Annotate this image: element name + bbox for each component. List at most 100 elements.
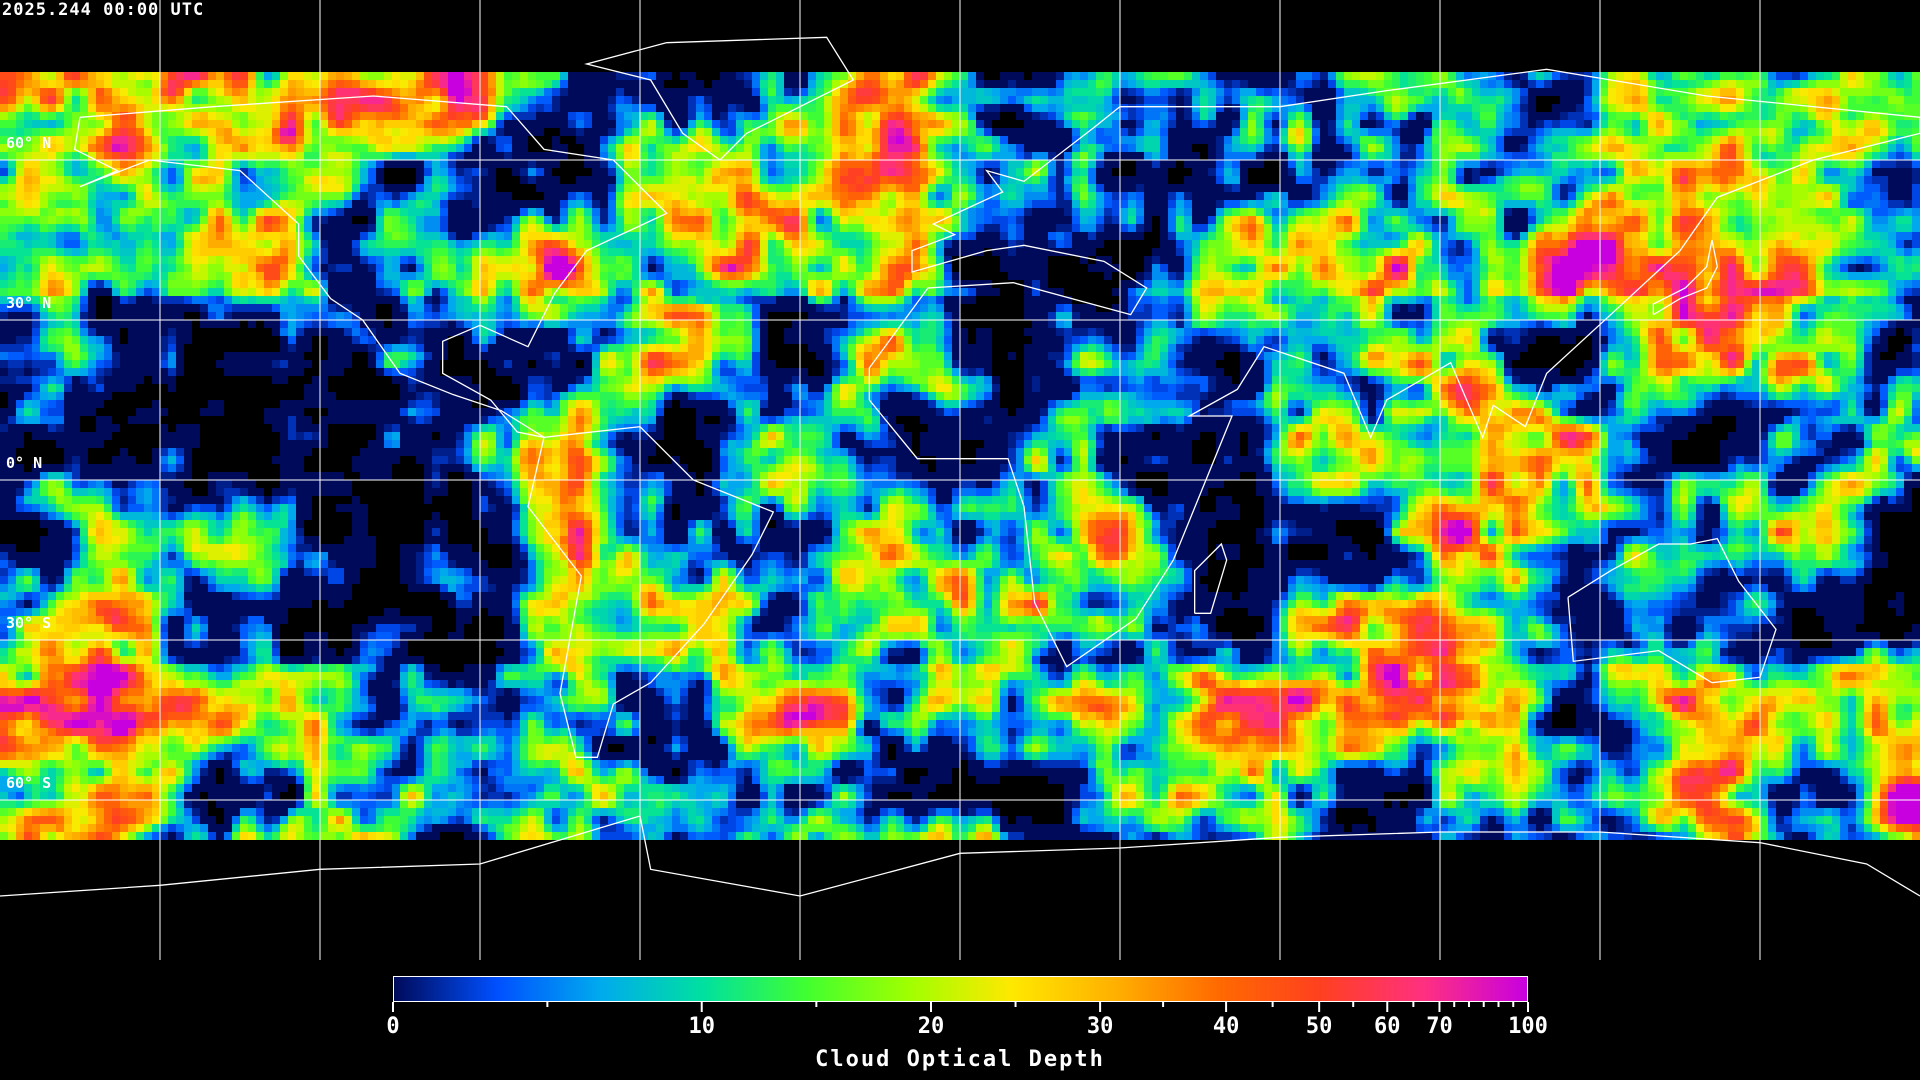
cloud-cell bbox=[16, 80, 24, 88]
cloud-cell bbox=[1000, 168, 1008, 176]
cloud-cell bbox=[80, 136, 88, 144]
cloud-cell bbox=[208, 168, 224, 176]
cloud-cell bbox=[1344, 72, 1352, 80]
cloud-cell bbox=[1624, 160, 1632, 168]
cloud-cell bbox=[128, 104, 136, 112]
cloud-cell bbox=[1880, 96, 1888, 104]
cloud-cell bbox=[368, 88, 376, 96]
cloud-cell bbox=[1640, 120, 1648, 128]
cloud-cell bbox=[1104, 144, 1112, 152]
cloud-cell bbox=[192, 112, 200, 120]
cloud-cell bbox=[1552, 128, 1576, 136]
cloud-cell bbox=[1376, 72, 1384, 80]
cloud-cell bbox=[392, 104, 400, 112]
cloud-cell bbox=[1312, 72, 1320, 80]
cloud-cell bbox=[1440, 80, 1448, 88]
cloud-cell bbox=[1296, 88, 1304, 96]
cloud-cell bbox=[664, 128, 672, 136]
cloud-cell bbox=[1400, 120, 1408, 128]
cloud-cell bbox=[1696, 144, 1704, 152]
cloud-cell bbox=[1448, 160, 1456, 168]
cloud-cell bbox=[1872, 168, 1912, 176]
cloud-cell bbox=[1136, 80, 1144, 88]
cloud-cell bbox=[1480, 80, 1488, 88]
cloud-cell bbox=[472, 72, 480, 80]
cloud-cell bbox=[616, 128, 624, 136]
cloud-cell bbox=[1056, 152, 1064, 160]
cloud-cell bbox=[352, 80, 360, 88]
cloud-cell bbox=[16, 96, 24, 104]
cloud-cell bbox=[1008, 144, 1016, 152]
cloud-cell bbox=[1104, 128, 1120, 136]
cloud-cell bbox=[560, 72, 568, 80]
cloud-cell bbox=[1888, 96, 1904, 104]
cloud-cell bbox=[1672, 136, 1680, 144]
cloud-cell bbox=[360, 88, 368, 96]
cloud-cell bbox=[1784, 112, 1792, 120]
cloud-cell bbox=[1408, 160, 1416, 168]
cloud-cell bbox=[1912, 152, 1920, 160]
cloud-cell bbox=[1248, 144, 1256, 152]
cloud-cell bbox=[1464, 160, 1480, 168]
cloud-cell bbox=[1544, 160, 1552, 168]
cloud-cell bbox=[184, 168, 192, 176]
cloud-cell bbox=[296, 136, 304, 144]
cloud-cell bbox=[184, 96, 192, 104]
cloud-cell bbox=[1608, 152, 1616, 160]
cloud-cell bbox=[1168, 120, 1176, 128]
cloud-cell bbox=[1016, 144, 1024, 152]
cloud-cell bbox=[1128, 144, 1136, 152]
cloud-cell bbox=[112, 80, 136, 88]
cloud-cell bbox=[1656, 160, 1664, 168]
cloud-cell bbox=[16, 176, 24, 184]
cloud-cell bbox=[1456, 112, 1472, 120]
cloud-cell bbox=[960, 160, 968, 168]
cloud-cell bbox=[136, 120, 144, 128]
cloud-cell bbox=[232, 176, 240, 184]
cloud-cell bbox=[568, 120, 576, 128]
cloud-cell bbox=[784, 72, 808, 80]
cloud-cell bbox=[1208, 112, 1216, 120]
cloud-cell bbox=[1480, 128, 1496, 136]
cloud-cell bbox=[1072, 80, 1088, 88]
cloud-cell bbox=[1600, 120, 1608, 128]
cloud-cell bbox=[864, 128, 872, 136]
cloud-cell bbox=[784, 160, 800, 168]
cloud-cell bbox=[1024, 104, 1032, 112]
cloud-cell bbox=[440, 160, 448, 168]
cloud-cell bbox=[1088, 128, 1096, 136]
cloud-cell bbox=[704, 128, 712, 136]
cloud-cell bbox=[48, 152, 56, 160]
cloud-cell bbox=[232, 112, 240, 120]
cloud-cell bbox=[1592, 152, 1600, 160]
cloud-cell bbox=[1664, 160, 1672, 168]
cloud-cell bbox=[1592, 112, 1600, 120]
cloud-cell bbox=[1184, 88, 1192, 96]
cloud-cell bbox=[992, 88, 1000, 96]
cloud-cell bbox=[712, 120, 720, 128]
cloud-cell bbox=[240, 144, 248, 152]
cloud-cell bbox=[1448, 168, 1456, 176]
cloud-cell bbox=[120, 152, 128, 160]
cloud-cell bbox=[1880, 80, 1888, 88]
cloud-cell bbox=[256, 112, 272, 120]
cloud-cell bbox=[712, 112, 720, 120]
cloud-cell bbox=[936, 160, 944, 168]
cloud-cell bbox=[856, 152, 864, 160]
cloud-cell bbox=[1672, 80, 1688, 88]
cloud-cell bbox=[840, 168, 848, 176]
cloud-cell bbox=[32, 72, 40, 80]
cloud-cell bbox=[328, 80, 336, 88]
cloud-cell bbox=[256, 72, 264, 80]
cloud-cell bbox=[1096, 120, 1112, 128]
cloud-cell bbox=[808, 120, 816, 128]
cloud-cell bbox=[1448, 80, 1456, 88]
cloud-cell bbox=[432, 144, 448, 152]
cloud-cell bbox=[136, 176, 144, 184]
cloud-cell bbox=[240, 136, 248, 144]
cloud-cell bbox=[1872, 96, 1880, 104]
cloud-cell bbox=[112, 96, 120, 104]
cloud-cell bbox=[944, 168, 952, 176]
cloud-cell bbox=[1072, 104, 1096, 112]
cloud-cell bbox=[1232, 128, 1240, 136]
